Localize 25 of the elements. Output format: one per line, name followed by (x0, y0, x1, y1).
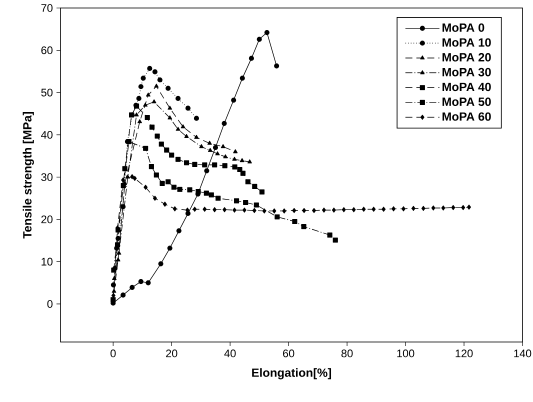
legend-label: MoPA 40 (442, 82, 491, 92)
y-axis-title: Tensile strength [MPa] (22, 112, 34, 239)
y-tick-label: 10 (42, 258, 53, 266)
x-tick-label: 60 (283, 350, 294, 358)
y-tick-label: 30 (41, 173, 53, 181)
legend-label: MoPA 0 (442, 23, 484, 32)
x-tick-label: 20 (166, 350, 178, 358)
legend-label: MoPA 20 (442, 53, 491, 62)
x-axis-title: Elongation[%] (252, 368, 332, 380)
legend-label: MoPA 60 (442, 112, 491, 121)
legend-label: MoPA 30 (442, 68, 491, 76)
y-tick-label: 50 (41, 88, 53, 96)
legend-label: MoPA 50 (442, 98, 491, 106)
y-tick-label: 60 (41, 46, 53, 54)
y-tick-label: 20 (41, 216, 53, 224)
legend-label: MoPA 10 (442, 38, 491, 47)
x-tick-label: 100 (397, 350, 414, 358)
x-tick-label: 120 (456, 350, 473, 358)
x-tick-label: 80 (341, 350, 353, 358)
x-tick-label: 40 (224, 350, 236, 358)
y-tick-label: 70 (41, 4, 53, 12)
x-tick-label: 140 (514, 350, 532, 358)
y-tick-label: 0 (47, 300, 53, 308)
x-tick-label: 0 (110, 350, 116, 358)
y-tick-label: 40 (41, 130, 53, 139)
